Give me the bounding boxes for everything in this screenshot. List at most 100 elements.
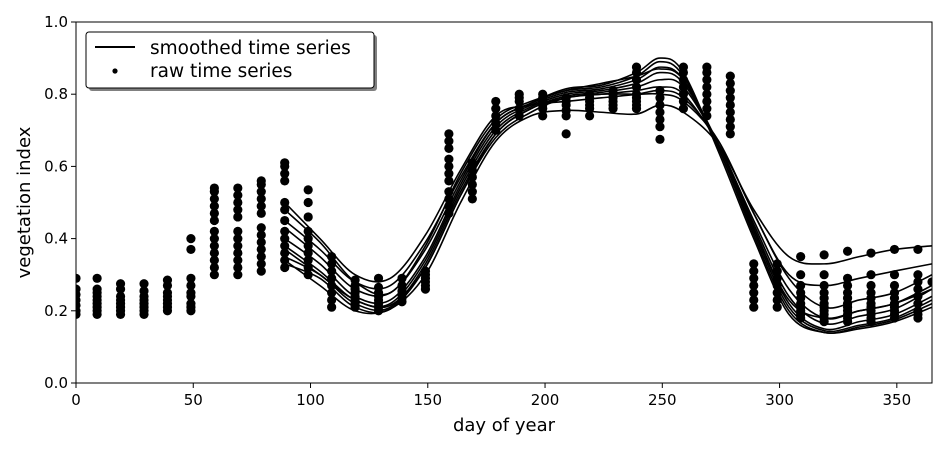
raw-data-point: [256, 244, 266, 255]
raw-data-point: [209, 201, 219, 211]
raw-data-point: [631, 62, 642, 72]
raw-data-point: [327, 295, 337, 305]
raw-data-point: [491, 104, 501, 114]
raw-data-point: [186, 280, 196, 291]
raw-data-point: [678, 89, 689, 99]
raw-data-point: [115, 291, 126, 301]
raw-data-point: [927, 277, 932, 287]
raw-data-point: [233, 190, 243, 200]
raw-data-point: [514, 104, 524, 114]
raw-data-point: [256, 208, 266, 218]
raw-data-point: [913, 306, 923, 316]
raw-data-point: [655, 100, 665, 110]
raw-data-point: [280, 158, 290, 168]
raw-data-point: [397, 273, 407, 283]
raw-data-point: [772, 295, 782, 305]
raw-data-point: [139, 279, 149, 289]
raw-data-point: [889, 244, 900, 255]
raw-data-point: [725, 114, 735, 125]
raw-data-point: [561, 93, 571, 103]
raw-data-point: [842, 288, 853, 298]
raw-data-point: [327, 252, 337, 262]
raw-data-point: [186, 298, 196, 309]
raw-data-point: [76, 284, 81, 294]
raw-data-point: [303, 248, 313, 258]
raw-data-point: [913, 270, 923, 280]
raw-data-point: [233, 248, 243, 258]
raw-data-point: [76, 273, 81, 283]
raw-data-point: [889, 288, 900, 298]
raw-data-point: [209, 208, 219, 218]
raw-data-point: [913, 291, 923, 301]
raw-data-point: [491, 118, 501, 128]
raw-data-point: [772, 302, 782, 312]
raw-data-point: [420, 266, 431, 276]
raw-data-point: [866, 270, 876, 280]
y-tick-label: 0.0: [44, 374, 68, 392]
raw-data-point: [725, 93, 735, 103]
x-tick-label: 100: [296, 391, 325, 409]
raw-data-point: [280, 205, 290, 215]
raw-data-point: [233, 205, 243, 215]
raw-data-point: [819, 280, 829, 291]
raw-data-point: [772, 259, 782, 269]
raw-data-point: [209, 234, 219, 244]
raw-data-point: [678, 96, 689, 107]
raw-data-point: [561, 129, 571, 139]
raw-data-point: [444, 136, 454, 146]
raw-data-point: [749, 288, 759, 298]
raw-data-point: [796, 288, 806, 298]
raw-data-point: [209, 262, 219, 273]
smoothed-series-line-9: [284, 68, 932, 320]
x-axis: 0 50 100 150 200 250 300 350: [71, 383, 911, 409]
raw-data-point: [866, 288, 876, 298]
raw-data-point: [303, 255, 313, 265]
raw-series-group: [76, 62, 932, 327]
raw-data-point: [303, 197, 313, 208]
raw-data-point: [162, 275, 173, 285]
smoothed-series-line-7: [284, 104, 932, 315]
raw-data-point: [92, 273, 102, 283]
raw-data-point: [678, 62, 689, 72]
raw-data-point: [655, 134, 665, 144]
raw-data-point: [280, 234, 290, 244]
raw-data-point: [233, 226, 243, 236]
raw-data-point: [631, 89, 642, 99]
raw-data-point: [444, 169, 454, 179]
raw-data-point: [327, 280, 337, 291]
y-axis-title: vegetation index: [14, 126, 35, 278]
raw-data-point: [350, 275, 360, 285]
raw-data-point: [209, 183, 219, 193]
raw-data-point: [256, 194, 266, 204]
raw-data-point: [749, 266, 759, 276]
raw-data-point: [444, 176, 454, 186]
raw-data-point: [796, 270, 806, 280]
raw-data-point: [467, 158, 477, 168]
raw-data-point: [913, 298, 923, 309]
plot-frame: [75, 21, 933, 384]
raw-data-point: [444, 154, 454, 164]
raw-data-point: [725, 100, 735, 110]
raw-data-point: [842, 273, 853, 283]
raw-data-point: [444, 143, 454, 153]
x-tick-label: 150: [413, 391, 442, 409]
legend: smoothed time series raw time series: [85, 31, 377, 91]
raw-data-point: [373, 273, 384, 283]
x-axis-title: day of year: [453, 415, 556, 436]
y-axis: 0.0 0.2 0.4 0.6 0.8 1.0: [44, 13, 76, 392]
x-tick-label: 0: [71, 391, 81, 409]
raw-data-point: [256, 237, 266, 247]
raw-data-point: [280, 169, 290, 179]
raw-data-point: [280, 176, 290, 186]
raw-data-point: [725, 85, 735, 96]
raw-data-point: [280, 262, 290, 273]
raw-data-point: [491, 111, 501, 121]
raw-data-point: [256, 176, 266, 186]
raw-data-point: [256, 252, 266, 262]
raw-data-point: [162, 288, 173, 298]
raw-data-point: [256, 230, 266, 240]
raw-data-point: [491, 125, 501, 135]
x-tick-label: 50: [184, 391, 203, 409]
raw-data-point: [209, 270, 219, 280]
raw-data-point: [373, 282, 384, 292]
